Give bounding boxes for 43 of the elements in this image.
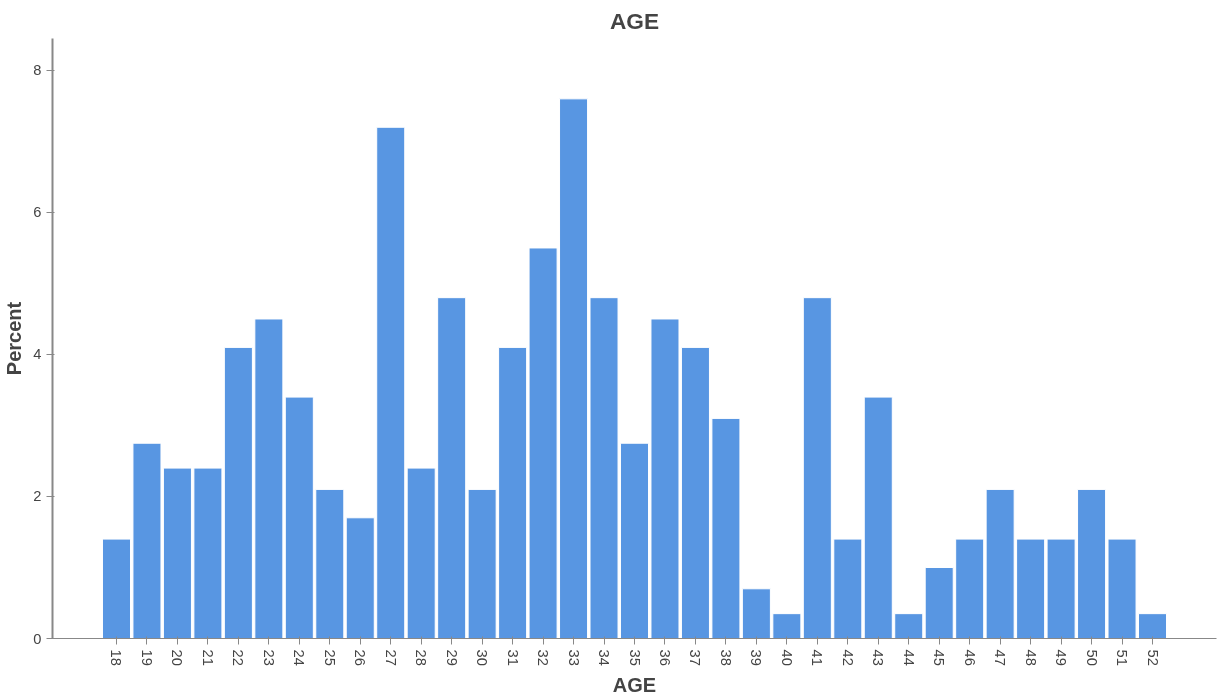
x-tick-label: 38 — [717, 649, 734, 666]
x-tick-label: 42 — [839, 649, 856, 666]
x-tick-label: 18 — [108, 649, 125, 666]
y-tick-label: 6 — [33, 204, 42, 221]
x-axis-title: AGE — [612, 673, 657, 696]
x-tick-label: 26 — [352, 649, 369, 666]
x-tick-label: 20 — [169, 649, 186, 666]
x-tick-label: 48 — [1022, 649, 1039, 666]
x-tick-label: 43 — [870, 649, 887, 666]
x-tick-label: 28 — [413, 649, 430, 666]
x-tick-label: 40 — [778, 649, 795, 666]
x-tick-label: 50 — [1083, 649, 1100, 666]
x-tick-label: 52 — [1144, 649, 1161, 666]
x-tick-label: 46 — [961, 649, 978, 666]
y-tick-label: 4 — [33, 346, 42, 363]
x-tick-label: 37 — [687, 649, 704, 666]
x-tick-label: 45 — [931, 649, 948, 666]
x-tick-label: 36 — [656, 649, 673, 666]
x-tick-label: 51 — [1114, 649, 1131, 666]
x-tick-label: 23 — [260, 649, 277, 666]
x-tick-label: 49 — [1053, 649, 1070, 666]
x-tick-label: 44 — [900, 649, 917, 666]
x-tick-label: 34 — [596, 649, 613, 666]
x-tick-label: 29 — [443, 649, 460, 666]
y-axis-title: Percent — [3, 301, 26, 376]
x-tick-label: 22 — [230, 649, 247, 666]
x-tick-label: 24 — [291, 649, 308, 666]
x-tick-label: 33 — [565, 649, 582, 666]
x-tick-label: 39 — [748, 649, 765, 666]
y-tick-label: 8 — [33, 62, 42, 79]
x-tick-label: 21 — [199, 649, 216, 666]
x-tick-label: 35 — [626, 649, 643, 666]
x-tick-label: 30 — [474, 649, 491, 666]
y-tick-label: 2 — [33, 488, 42, 505]
x-tick-label: 19 — [138, 649, 155, 666]
x-tick-label: 47 — [992, 649, 1009, 666]
chart-title: AGE — [609, 7, 660, 34]
x-tick-label: 31 — [504, 649, 521, 666]
y-tick-label: 0 — [33, 630, 42, 647]
x-tick-label: 25 — [321, 649, 338, 666]
x-tick-label: 41 — [809, 649, 826, 666]
x-tick-label: 27 — [382, 649, 399, 666]
x-tick-label: 32 — [535, 649, 552, 666]
